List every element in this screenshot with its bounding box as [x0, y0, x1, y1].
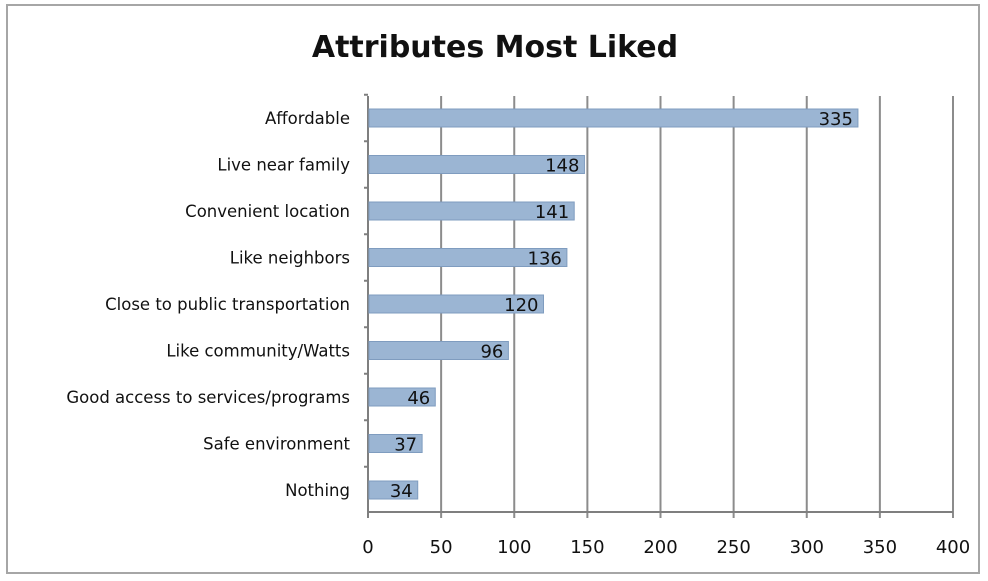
- bar: [368, 155, 585, 174]
- x-tick-label: 200: [643, 537, 677, 558]
- x-tick-label: 400: [936, 537, 970, 558]
- bar: [368, 387, 436, 407]
- x-tick-label: 300: [790, 537, 824, 558]
- bar: [368, 108, 859, 128]
- x-tick-label: 250: [716, 537, 750, 558]
- bars: [368, 108, 859, 500]
- bar: [368, 248, 568, 267]
- category-label: Good access to services/programs: [66, 388, 350, 407]
- bar: [368, 294, 544, 314]
- bar: [368, 480, 419, 500]
- x-tick-label: 50: [430, 537, 453, 558]
- category-label: Convenient location: [185, 202, 350, 221]
- data-label: 37: [394, 435, 417, 456]
- data-labels: 335 148 141 136 120 96 46 37 34: [390, 109, 853, 502]
- x-tick-label: 100: [497, 537, 531, 558]
- category-label: Like community/Watts: [166, 342, 350, 361]
- x-tick-label: 350: [863, 537, 897, 558]
- data-label: 148: [545, 156, 579, 177]
- x-tick-labels: 0 50 100 150 200 250 300 350 400: [362, 537, 970, 558]
- chart-frame: [6, 4, 980, 574]
- data-label: 141: [535, 202, 569, 223]
- data-label: 96: [480, 342, 503, 363]
- x-tick-label: 150: [570, 537, 604, 558]
- bar: [368, 201, 575, 221]
- category-label: Close to public transportation: [105, 295, 350, 314]
- x-tick-label: 0: [362, 537, 373, 558]
- category-label: Safe environment: [203, 435, 350, 454]
- data-label: 46: [407, 388, 430, 409]
- category-label: Live near family: [217, 156, 350, 175]
- category-labels: Affordable Live near family Convenient loc…: [66, 109, 350, 500]
- category-label: Affordable: [265, 109, 350, 128]
- chart-title: Attributes Most Liked: [312, 30, 678, 65]
- data-label: 136: [528, 249, 562, 270]
- bar: [368, 341, 509, 360]
- data-label: 335: [819, 109, 853, 130]
- bar: [368, 434, 423, 453]
- data-label: 34: [390, 481, 413, 502]
- data-label: 120: [504, 295, 538, 316]
- category-label: Nothing: [285, 481, 350, 500]
- category-label: Like neighbors: [230, 249, 350, 268]
